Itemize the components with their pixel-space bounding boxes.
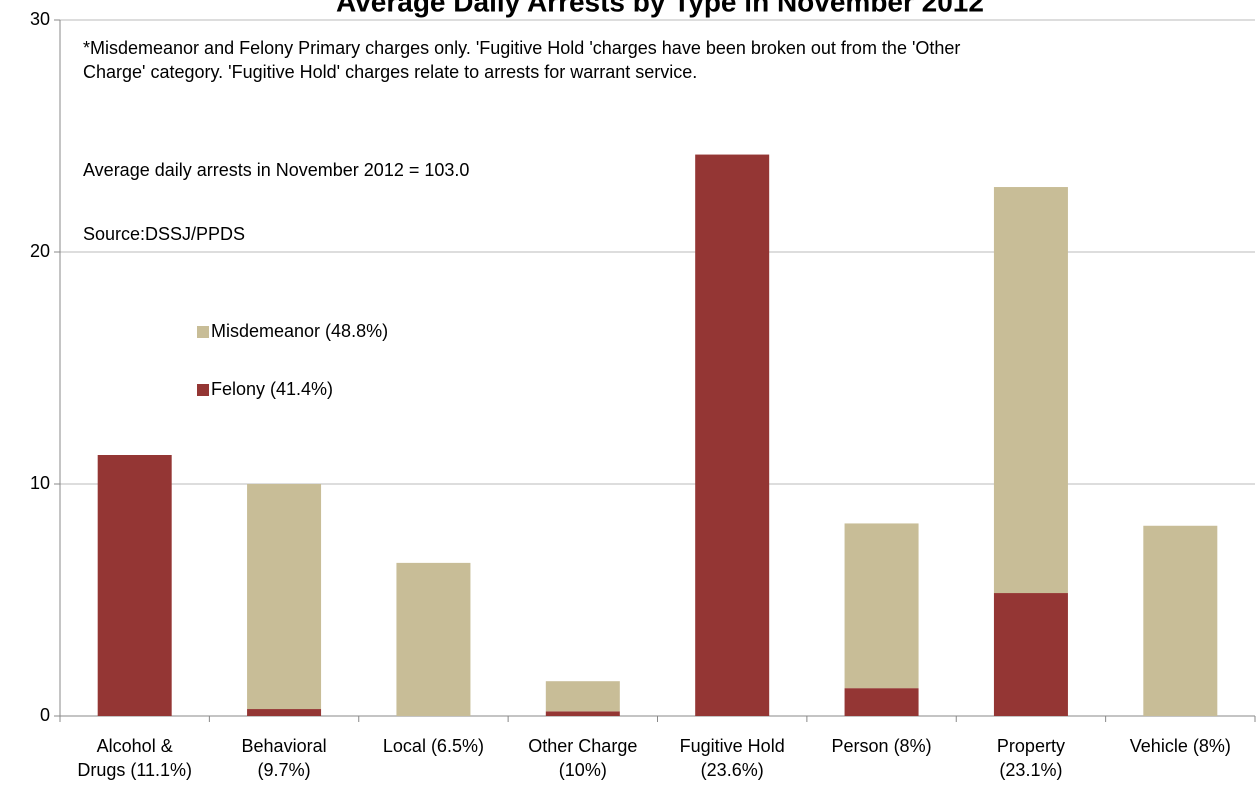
legend-label: Felony (41.4%) bbox=[211, 379, 333, 399]
legend-label: Misdemeanor (48.8%) bbox=[211, 321, 388, 341]
y-tick-label: 30 bbox=[30, 9, 50, 29]
x-tick-label: Local (6.5%) bbox=[382, 736, 484, 756]
y-tick-label: 10 bbox=[30, 473, 50, 493]
x-tick-label: Vehicle (8%) bbox=[1129, 736, 1231, 756]
bar-segment bbox=[396, 562, 471, 716]
legend-swatch bbox=[197, 384, 209, 396]
bar-segment bbox=[993, 593, 1068, 716]
x-tick-label: Other Charge (10%) bbox=[528, 736, 638, 780]
bar-segment bbox=[97, 455, 172, 716]
bar-segment bbox=[844, 688, 919, 716]
note: Source:DSSJ/PPDS bbox=[83, 224, 246, 244]
note: Average daily arrests in November 2012 =… bbox=[83, 160, 470, 180]
chart-title: Average Daily Arrests by Type in Novembe… bbox=[336, 0, 984, 17]
bar-segment bbox=[545, 681, 620, 712]
x-tick-label: Property (23.1%) bbox=[996, 736, 1065, 780]
y-tick-label: 20 bbox=[30, 241, 50, 261]
y-tick-label: 0 bbox=[40, 705, 50, 725]
x-tick-label: Alcohol & Drugs (11.1%) bbox=[77, 736, 193, 780]
x-tick-label: Person (8%) bbox=[831, 736, 932, 756]
bar-segment bbox=[695, 154, 770, 716]
bar-segment bbox=[247, 484, 322, 710]
legend-swatch bbox=[197, 326, 209, 338]
bar-segment bbox=[993, 187, 1068, 594]
note: *Misdemeanor and Felony Primary charges … bbox=[83, 38, 961, 82]
x-tick-label: Fugitive Hold (23.6%) bbox=[679, 736, 785, 780]
x-tick-label: Behavioral (9.7%) bbox=[241, 736, 327, 780]
bar-segment bbox=[844, 523, 919, 689]
bar-segment bbox=[545, 711, 620, 716]
bar-segment bbox=[1143, 525, 1218, 716]
bar-segment bbox=[247, 709, 322, 716]
